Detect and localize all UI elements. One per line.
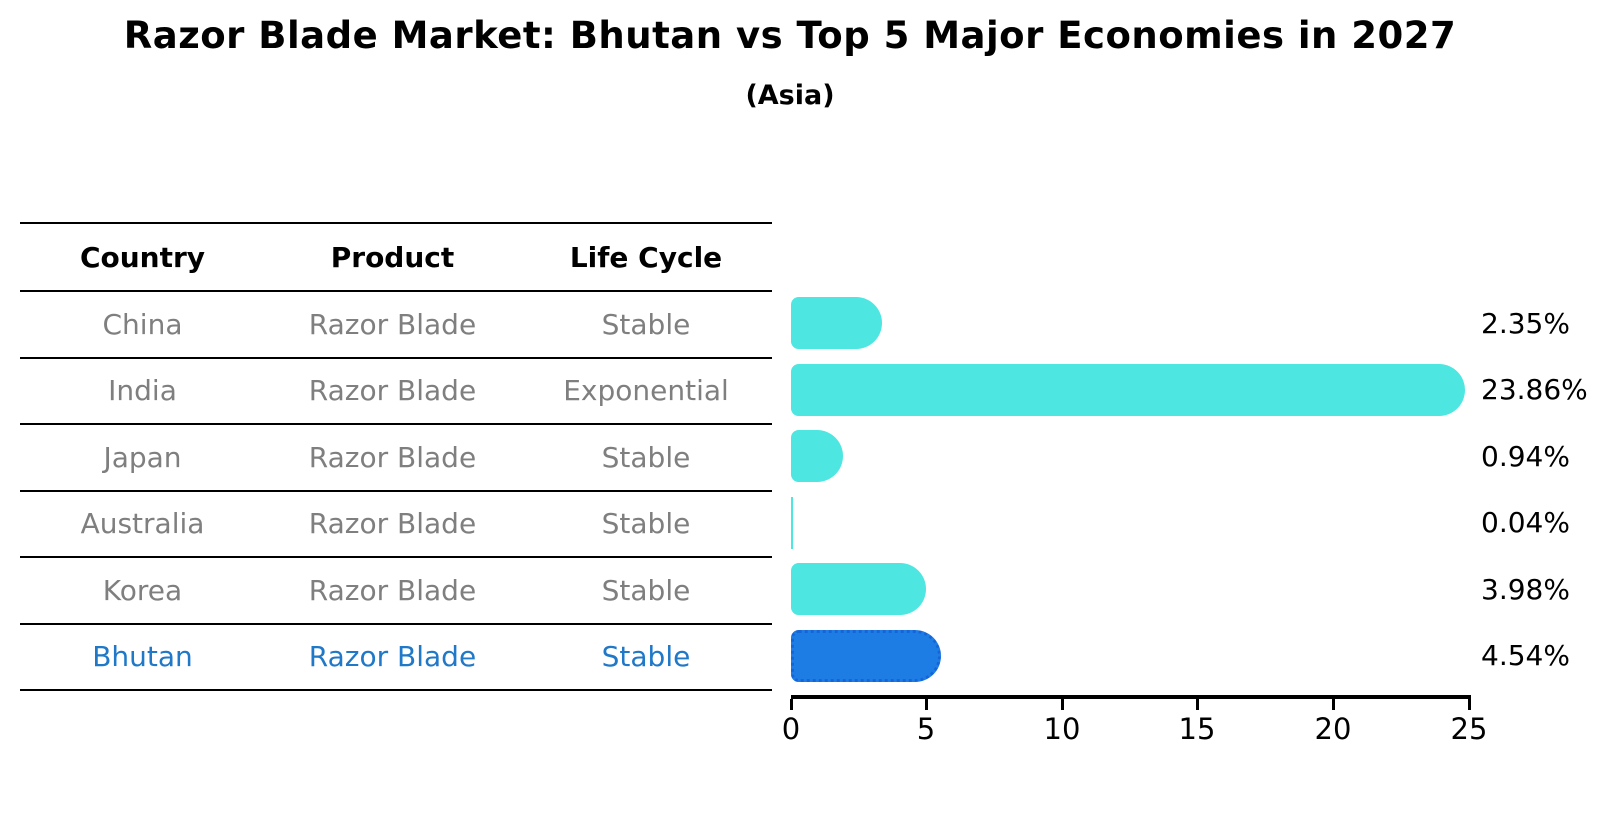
table-row-bhutan: Bhutan Razor Blade Stable [20,625,772,691]
page-title: Razor Blade Market: Bhutan vs Top 5 Majo… [123,14,1457,57]
cell-product: Razor Blade [308,640,477,674]
table-row: Japan Razor Blade Stable [20,425,772,492]
bar-row [791,423,1469,490]
table-header-row: Country Product Life Cycle [20,224,772,292]
cell-life-cycle: Stable [601,307,691,341]
bar-row [791,556,1469,623]
page-subtitle: (Asia) [745,80,835,111]
x-axis-tick [1332,699,1335,710]
bar-row [791,290,1469,357]
cell-country: Korea [102,573,183,607]
x-axis-tick [1196,699,1199,710]
table-row: Australia Razor Blade Stable [20,492,772,558]
bar-row [791,623,1469,690]
cell-life-cycle: Stable [601,640,691,674]
x-axis-tick-label: 25 [1450,712,1488,746]
x-axis-tick [790,699,793,710]
bar-japan [791,430,843,483]
cell-product: Razor Blade [308,507,477,541]
x-axis-tick [1061,699,1064,710]
bar-australia [791,496,793,549]
cell-country: Australia [80,507,205,541]
bar-row [791,490,1469,557]
x-axis-tick [1468,699,1471,710]
value-label-japan: 0.94% [1481,439,1570,473]
value-label-china: 2.35% [1481,306,1570,340]
country-table: Country Product Life Cycle China Razor B… [20,222,772,691]
value-label-korea: 3.98% [1481,572,1570,606]
cell-country: India [108,374,177,408]
table-row: China Razor Blade Stable [20,292,772,359]
table-row: Korea Razor Blade Stable [20,558,772,625]
x-axis-tick-label: 5 [916,712,936,746]
bar-row [791,357,1469,424]
x-axis-tick [925,699,928,710]
x-axis-line [791,695,1471,699]
cell-life-cycle: Stable [601,573,691,607]
cell-product: Razor Blade [308,440,477,474]
column-header-product: Product [330,240,455,274]
value-label-column: 2.35% 23.86% 0.94% 0.04% 3.98% 4.54% [1481,290,1601,689]
column-header-life-cycle: Life Cycle [569,240,723,274]
value-label-australia: 0.04% [1481,506,1570,540]
x-axis-tick-label: 20 [1314,712,1352,746]
cell-product: Razor Blade [308,307,477,341]
bar-bhutan [791,629,941,682]
cell-life-cycle: Stable [601,507,691,541]
cell-life-cycle: Stable [601,440,691,474]
bar-china [791,297,882,350]
column-header-country: Country [79,240,206,274]
bar-plot [791,290,1469,689]
x-axis-tick-label: 10 [1043,712,1081,746]
x-axis-tick-label: 0 [781,712,801,746]
bar-india [791,363,1465,416]
bar-korea [791,563,926,616]
cell-country: Bhutan [92,640,193,674]
value-label-india: 23.86% [1481,373,1588,407]
x-axis-tick-label: 15 [1178,712,1216,746]
value-label-bhutan: 4.54% [1481,639,1570,673]
cell-product: Razor Blade [308,374,477,408]
table-row: India Razor Blade Exponential [20,359,772,425]
cell-country: China [102,307,183,341]
cell-country: Japan [103,440,182,474]
cell-life-cycle: Exponential [563,374,729,408]
cell-product: Razor Blade [308,573,477,607]
